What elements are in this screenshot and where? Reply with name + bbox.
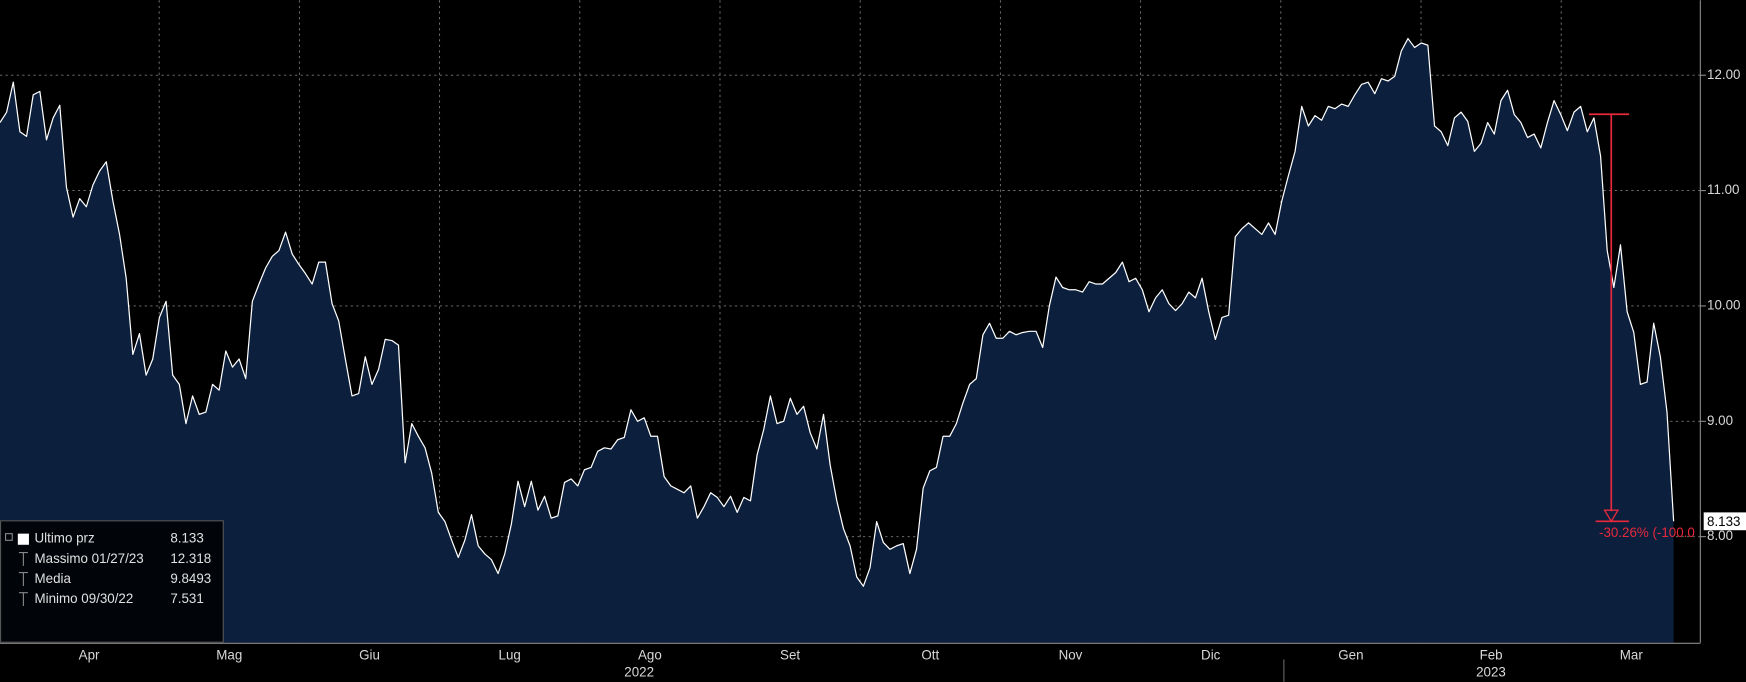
year-label: 2023 [1476,664,1506,679]
y-tick-label: 10.00 [1707,297,1740,312]
y-tick-label: 12.00 [1707,67,1740,82]
legend-value: 7.531 [170,591,203,606]
y-tick-label: 9.00 [1707,413,1733,428]
x-tick-label: Ago [638,648,662,663]
legend-swatch [17,533,29,545]
x-tick-label: Apr [79,648,100,663]
last-price-box [1703,512,1746,531]
price-line [0,37,1675,587]
annotation-label: -30.26% (-100.0 [1599,525,1695,540]
legend-value: 9.8493 [170,571,211,586]
x-tick-label: Lug [499,648,521,663]
legend-label: Media [35,571,72,586]
legend-box [0,520,224,643]
legend-label: Minimo 09/30/22 [35,591,134,606]
legend-icon [18,592,28,607]
x-tick-label: Mar [1620,648,1644,663]
legend: Ultimo prz 8.133 Massimo 01/27/23 12.318 Med… [0,520,224,643]
legend-label: Ultimo prz [35,531,95,546]
year-label: 2022 [624,664,654,679]
x-tick-label: Giu [359,648,380,663]
y-tick-label: 11.00 [1707,182,1739,197]
last-price-label: 8.133 [1707,514,1740,529]
x-tick-label: Gen [1338,648,1363,663]
legend-collapse [5,533,13,541]
x-tick-label: Feb [1480,648,1503,663]
legend-label: Massimo 01/27/23 [35,551,144,566]
legend-value: 12.318 [170,551,211,566]
legend-icon [18,572,28,586]
x-tick-label: Mag [216,648,242,663]
area-fill [0,38,1674,643]
x-tick-label: Ott [921,648,939,663]
x-tick-label: Dic [1201,648,1221,663]
legend-icon [18,552,28,566]
legend-value: 8.133 [170,531,203,546]
plot-area: -30.26% (-100.0 [0,37,1695,643]
axes: 12.00 11.00 10.00 9.00 8.00 Apr Mag Giu Lug Ago Se… [79,67,1746,679]
x-tick-label: Nov [1059,648,1083,663]
y-tick-label: 8.00 [1707,528,1733,543]
annotation-arrow [1603,509,1620,523]
x-tick-label: Set [780,648,800,663]
